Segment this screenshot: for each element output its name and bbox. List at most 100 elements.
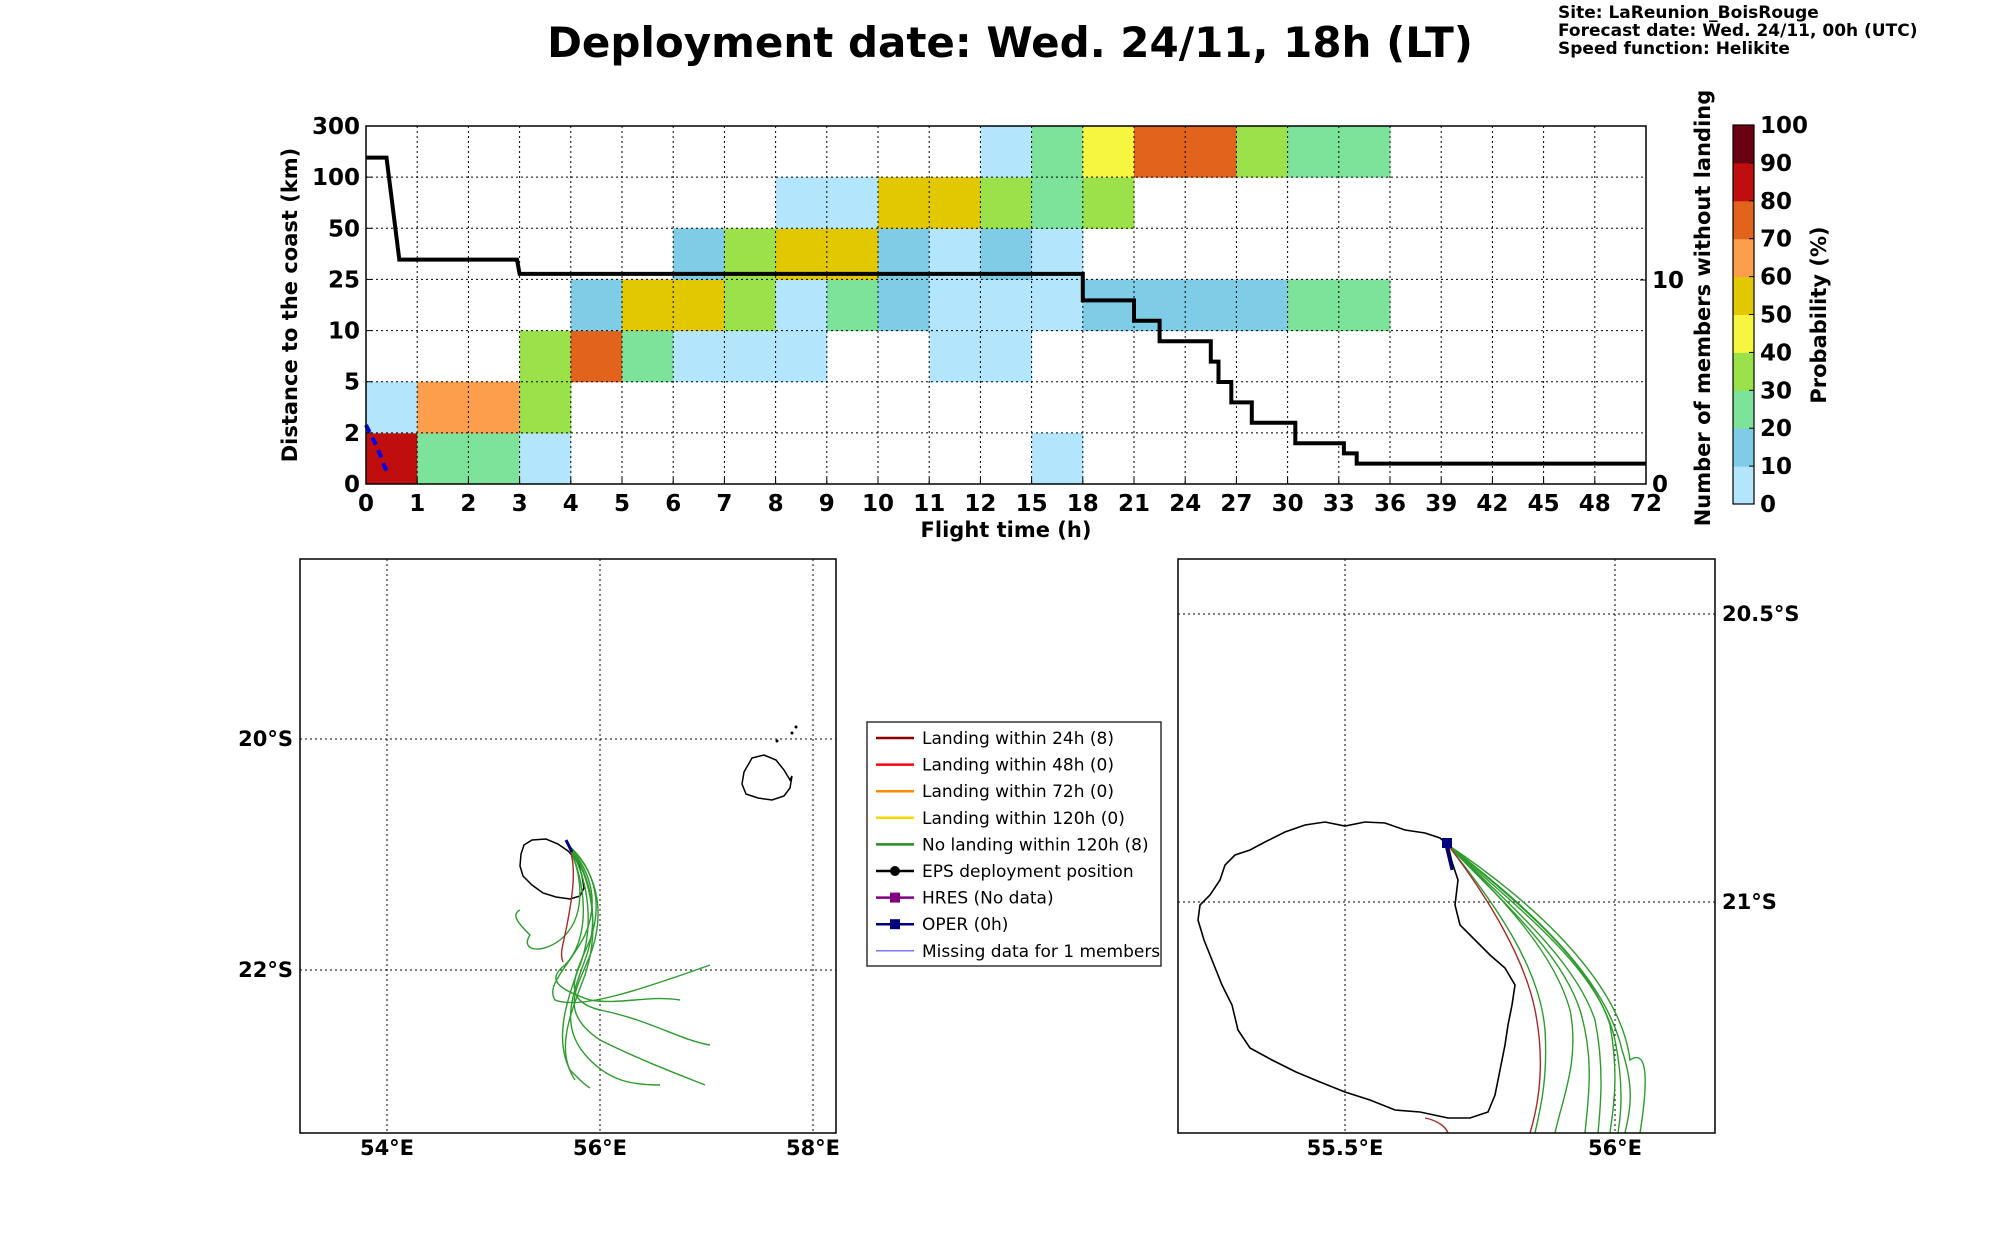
x-tick-label: 30 bbox=[1272, 491, 1304, 517]
missing-data-trace bbox=[364, 424, 390, 474]
colorbar-band bbox=[1733, 125, 1754, 164]
heatmap-cell bbox=[826, 228, 879, 280]
heatmap-cell bbox=[826, 279, 879, 332]
legend-label: Landing within 72h (0) bbox=[922, 782, 1114, 802]
y-axis-label: Distance to the coast (km) bbox=[278, 148, 302, 463]
colorbar-tick-label: 70 bbox=[1760, 227, 1792, 253]
heatmap-cell bbox=[1031, 279, 1084, 332]
x-tick-label: 0 bbox=[358, 491, 374, 517]
heatmap-cell bbox=[929, 279, 981, 332]
heatmap-grid bbox=[366, 126, 1646, 484]
heatmap-cell bbox=[1236, 126, 1289, 178]
heatmap-cell bbox=[980, 177, 1033, 229]
x-tick-label: 4 bbox=[563, 491, 579, 517]
x-tick-label: 6 bbox=[665, 491, 681, 517]
heatmap-y2-ticks: 0 10 bbox=[1640, 268, 1684, 498]
map-x-tick: 56°E bbox=[1588, 1136, 1642, 1160]
heatmap-cell bbox=[980, 228, 1033, 280]
heatmap-cell bbox=[1338, 279, 1391, 332]
heatmap-cell bbox=[468, 432, 521, 485]
colorbar-tick-label: 10 bbox=[1760, 454, 1792, 480]
colorbar-tick-label: 40 bbox=[1760, 340, 1792, 366]
heatmap-cell bbox=[1134, 126, 1186, 178]
x-tick-label: 72 bbox=[1630, 491, 1662, 517]
heatmap-cell bbox=[929, 330, 981, 383]
colorbar-tick-label: 90 bbox=[1760, 151, 1792, 177]
reunion-island-outline bbox=[519, 838, 585, 900]
legend-label: No landing within 120h (8) bbox=[922, 835, 1149, 855]
heatmap-cell bbox=[980, 126, 1033, 178]
islet-dot bbox=[794, 725, 798, 729]
heatmap-cells bbox=[366, 126, 1391, 485]
heatmap-cell bbox=[1185, 279, 1237, 332]
legend-label: EPS deployment position bbox=[922, 862, 1134, 882]
heatmap-cell bbox=[980, 330, 1033, 383]
heatmap-cell bbox=[878, 228, 930, 280]
heatmap-x-ticks: 0 1 2 3 4 5 6 7 8 9 10 11 12 15 18 21 24 27 30 33 36 39 42 45 48… bbox=[358, 478, 1662, 517]
heatmap-cell bbox=[775, 228, 828, 280]
x-tick-label: 24 bbox=[1169, 491, 1201, 517]
site-label: Site: LaReunion_BoisRouge bbox=[1558, 3, 1819, 23]
y-tick-label: 300 bbox=[312, 114, 360, 140]
heatmap-cell bbox=[724, 330, 777, 383]
heatmap-cell bbox=[724, 228, 777, 280]
heatmap-cell bbox=[570, 330, 623, 383]
x-tick-label: 10 bbox=[862, 491, 894, 517]
colorbar-band bbox=[1733, 466, 1754, 505]
islet-dot bbox=[775, 739, 779, 743]
heatmap-cell bbox=[775, 279, 828, 332]
reunion-zoom-outline bbox=[1197, 821, 1516, 1119]
zoomed-map: 55.5°E 56°E 20.5°S 21°S bbox=[1177, 558, 1799, 1160]
x-tick-label: 5 bbox=[614, 491, 630, 517]
colorbar-band bbox=[1733, 390, 1754, 429]
x-tick-label: 21 bbox=[1118, 491, 1150, 517]
legend-label: Landing within 48h (0) bbox=[922, 756, 1114, 776]
heatmap-cell bbox=[519, 330, 572, 383]
legend-label: OPER (0h) bbox=[922, 915, 1008, 935]
colorbar-tick-label: 50 bbox=[1760, 303, 1792, 329]
colorbar-tick-label: 20 bbox=[1760, 416, 1792, 442]
map-y-tick: 21°S bbox=[1722, 890, 1777, 914]
heatmap-cell bbox=[1185, 126, 1237, 178]
x-tick-label: 48 bbox=[1579, 491, 1611, 517]
colorbar: 0 10 20 30 40 50 60 70 80 90 100 Probability (%) bbox=[1732, 113, 1831, 518]
x-tick-label: 8 bbox=[768, 491, 784, 517]
heatmap-cell bbox=[1338, 126, 1391, 178]
map-x-tick: 55.5°E bbox=[1307, 1136, 1384, 1160]
zoomed-map-frame bbox=[1177, 558, 1716, 1134]
x-tick-label: 15 bbox=[1016, 491, 1048, 517]
map-x-tick: 56°E bbox=[573, 1136, 627, 1160]
no-landing-trajectories-zoom bbox=[1447, 844, 1646, 1134]
map-y-tick: 20.5°S bbox=[1722, 602, 1799, 626]
heatmap-cell bbox=[1031, 432, 1084, 485]
oper-track-zoom bbox=[1444, 844, 1454, 871]
heatmap-cell bbox=[878, 177, 930, 229]
legend-label: Missing data for 1 members bbox=[922, 942, 1160, 962]
oper-track bbox=[564, 839, 574, 853]
colorbar-tick-label: 100 bbox=[1760, 113, 1808, 139]
colorbar-band bbox=[1733, 276, 1754, 315]
heatmap-cell bbox=[724, 279, 777, 332]
heatmap-cell bbox=[519, 432, 572, 485]
legend-label: HRES (No data) bbox=[922, 889, 1054, 909]
members-without-landing-line bbox=[366, 155, 1646, 466]
legend-box bbox=[866, 721, 1162, 967]
x-tick-label: 36 bbox=[1374, 491, 1406, 517]
heatmap-cell bbox=[1031, 126, 1084, 178]
colorbar-tick-label: 60 bbox=[1760, 265, 1792, 291]
y-tick-label: 100 bbox=[312, 165, 360, 191]
colorbar-tick-label: 30 bbox=[1760, 378, 1792, 404]
x-axis-label: Flight time (h) bbox=[921, 518, 1092, 542]
y-tick-label: 50 bbox=[328, 216, 360, 242]
heatmap-cell bbox=[417, 381, 469, 434]
heatmap-cell bbox=[980, 279, 1033, 332]
heatmap-cell bbox=[929, 228, 981, 280]
x-tick-label: 33 bbox=[1323, 491, 1355, 517]
colorbar-band bbox=[1733, 428, 1754, 467]
y-tick-label: 2 bbox=[344, 421, 360, 447]
y-tick-label: 25 bbox=[328, 267, 360, 293]
heatmap-cell bbox=[622, 279, 674, 332]
regional-map-frame bbox=[299, 558, 837, 1134]
heatmap-cell bbox=[673, 228, 725, 280]
